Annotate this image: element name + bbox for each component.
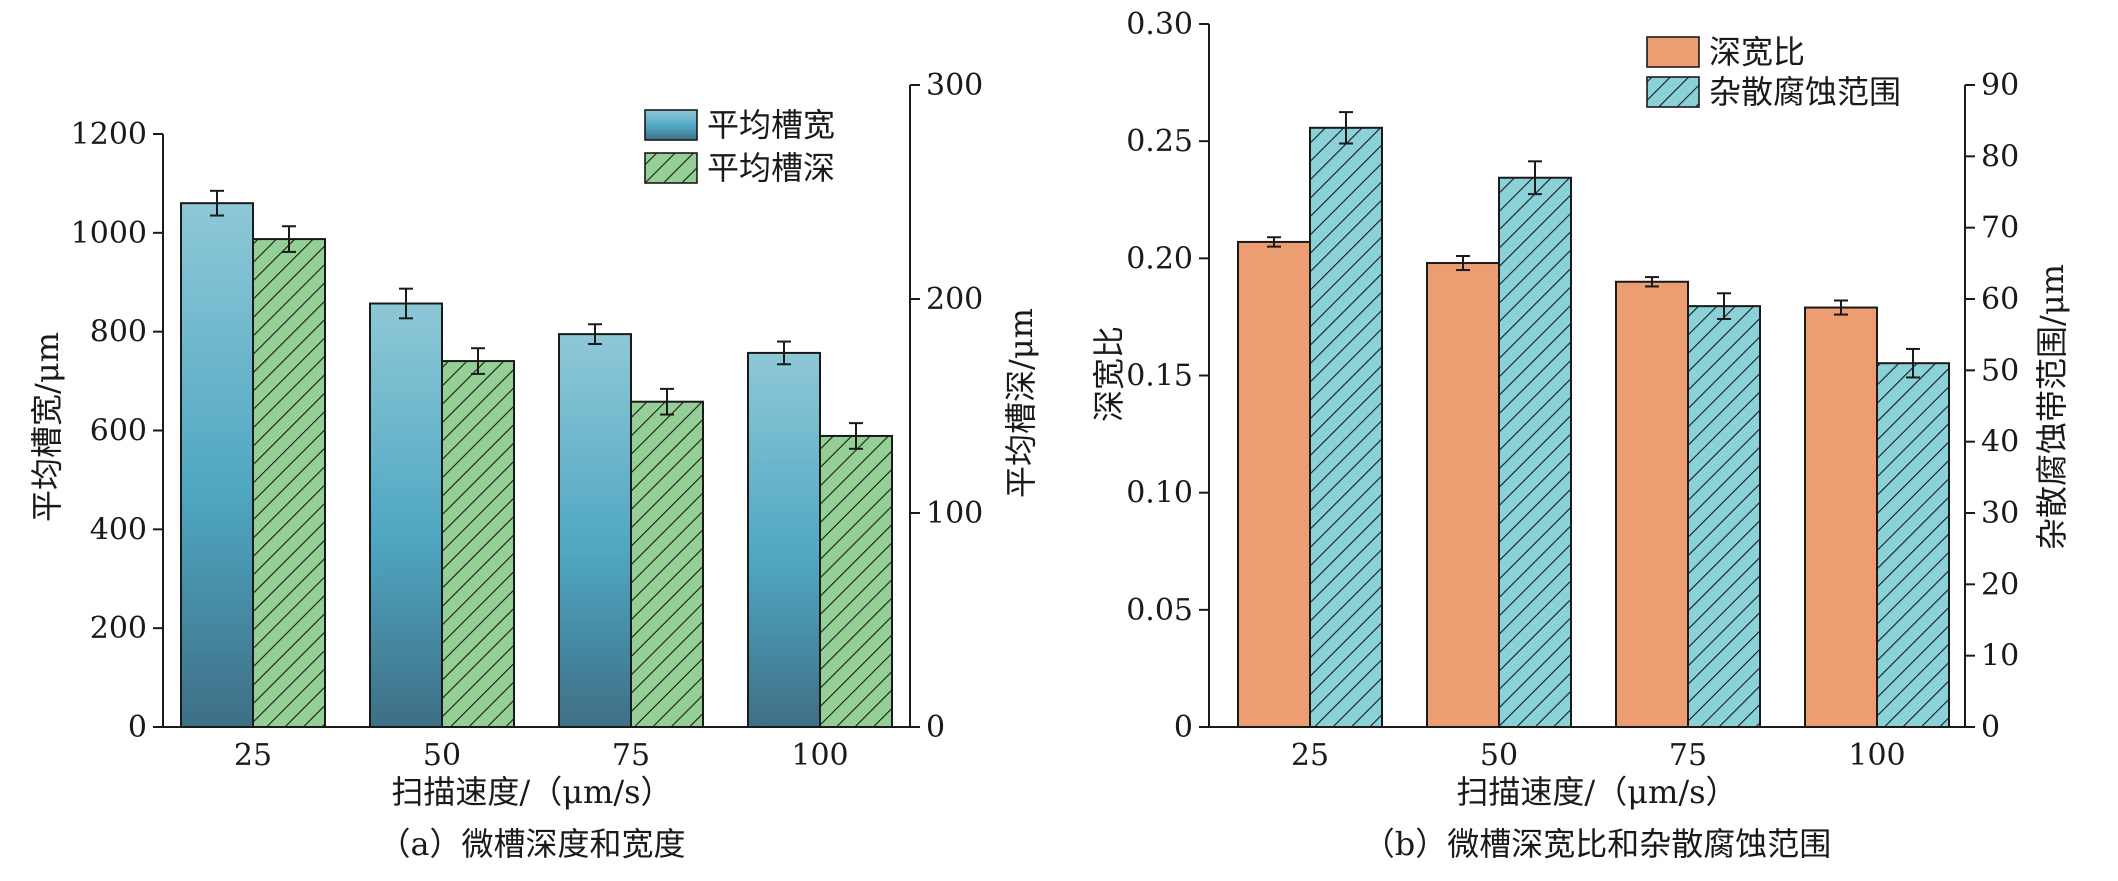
ytick-label-b-0-05: 0.05 (1126, 593, 1193, 628)
chart-b: 0 0.05 0.10 0.15 0.20 0.25 0.30 0 10 20 30 40 50 60 70… (1090, 7, 2071, 863)
ytick-label-a-600: 600 (90, 414, 147, 449)
ytick-label-b-0-15: 0.15 (1126, 359, 1193, 394)
bar-a-s2-25 (252, 238, 326, 729)
bar-a-s1-100 (747, 351, 821, 728)
legend-label-aspect-ratio: 深宽比 (1709, 33, 1805, 71)
y2tick-label-a-200: 200 (926, 282, 983, 317)
y2tick-label-a-100: 100 (926, 496, 983, 531)
y2tick-label-b-0: 0 (1981, 710, 2000, 745)
legend-swatch-avg-depth (644, 152, 698, 184)
chart-a-y2label: 平均槽深/μm (1002, 308, 1040, 498)
y2tick-label-b-30: 30 (1981, 496, 2019, 531)
ytick-label-a-1200: 1200 (71, 117, 147, 152)
bar-b-s1-50 (1426, 262, 1500, 728)
ytick-label-a-1000: 1000 (71, 216, 147, 251)
bar-a-s1-75 (558, 333, 632, 728)
legend-swatch-avg-width (644, 109, 698, 141)
bar-b-s2-100 (1876, 362, 1950, 728)
y2tick-label-a-300: 300 (926, 68, 983, 103)
legend-swatch-stray-corrosion (1646, 76, 1700, 108)
xtick-label-a-100: 100 (791, 738, 848, 773)
xtick-label-b-25: 25 (1291, 738, 1329, 773)
chart-b-y2label: 杂散腐蚀带范围/μm (2033, 264, 2071, 550)
xtick-label-a-25: 25 (234, 738, 272, 773)
chart-b-ylabel: 深宽比 (1090, 326, 1128, 422)
ytick-label-b-0-20: 0.20 (1126, 241, 1193, 276)
ytick-label-a-200: 200 (90, 611, 147, 646)
chart-a-caption: （a）微槽深度和宽度 (378, 825, 685, 863)
y2tick-label-b-90: 90 (1981, 68, 2019, 103)
bar-b-s1-75 (1615, 280, 1689, 728)
bar-b-s1-100 (1804, 306, 1878, 728)
ytick-label-b-0-30: 0.30 (1126, 7, 1193, 42)
chart-a-legend: 平均槽宽 平均槽深 (644, 106, 835, 187)
ytick-label-b-0-10: 0.10 (1126, 476, 1193, 511)
y2tick-label-b-40: 40 (1981, 425, 2019, 460)
y2tick-label-b-80: 80 (1981, 139, 2019, 174)
xtick-label-b-75: 75 (1669, 738, 1707, 773)
chart-b-xlabel: 扫描速度/（μm/s） (1456, 773, 1737, 811)
y2tick-label-b-70: 70 (1981, 211, 2019, 246)
chart-a-ylabel: 平均槽宽/μm (28, 332, 66, 522)
xtick-label-a-50: 50 (423, 738, 461, 773)
chart-a: 0 200 400 600 800 1000 1200 0 100 200 300 25 50 75 100… (28, 68, 1040, 863)
bar-b-s2-25 (1309, 126, 1383, 729)
bar-a-s2-75 (630, 400, 704, 728)
legend-swatch-aspect-ratio (1646, 36, 1700, 68)
legend-label-avg-depth: 平均槽深 (707, 149, 835, 187)
bar-a-s1-25 (180, 202, 254, 728)
legend-label-stray-corrosion: 杂散腐蚀范围 (1709, 73, 1901, 111)
bar-b-s1-25 (1237, 240, 1311, 728)
bar-a-s2-50 (441, 360, 515, 728)
y2tick-label-b-10: 10 (1981, 639, 2019, 674)
ytick-label-a-400: 400 (90, 512, 147, 547)
chart-b-caption: （b）微槽深宽比和杂散腐蚀范围 (1363, 825, 1832, 863)
bar-b-s2-75 (1687, 305, 1761, 728)
bar-a-s1-50 (369, 302, 443, 728)
y2tick-label-b-60: 60 (1981, 282, 2019, 317)
ytick-label-a-0: 0 (128, 710, 147, 745)
bar-a-s2-100 (819, 434, 893, 728)
xtick-label-a-75: 75 (612, 738, 650, 773)
y2tick-label-b-20: 20 (1981, 567, 2019, 602)
legend-label-avg-width: 平均槽宽 (707, 106, 835, 144)
xtick-label-b-50: 50 (1480, 738, 1518, 773)
chart-b-legend: 深宽比 杂散腐蚀范围 (1646, 33, 1901, 111)
y2tick-label-b-50: 50 (1981, 353, 2019, 388)
y2tick-label-a-0: 0 (926, 710, 945, 745)
xtick-label-b-100: 100 (1848, 738, 1905, 773)
chart-a-xlabel: 扫描速度/（μm/s） (391, 773, 672, 811)
ytick-label-b-0-25: 0.25 (1126, 124, 1193, 159)
ytick-label-a-800: 800 (90, 315, 147, 350)
bar-b-s2-50 (1498, 176, 1572, 728)
ytick-label-b-0: 0 (1174, 710, 1193, 745)
